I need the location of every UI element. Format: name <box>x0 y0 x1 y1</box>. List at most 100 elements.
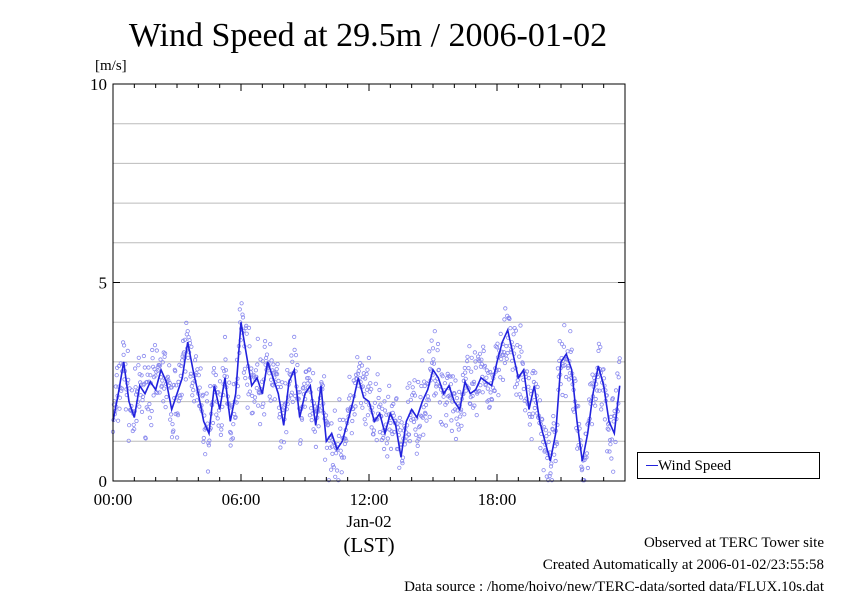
data-point <box>173 368 178 374</box>
data-point <box>471 381 476 386</box>
data-point <box>252 395 258 400</box>
data-point <box>520 361 526 366</box>
data-point <box>254 385 259 391</box>
data-point <box>464 358 470 364</box>
data-point <box>431 361 436 366</box>
data-point <box>389 429 394 434</box>
data-point <box>597 388 602 393</box>
data-point <box>502 317 507 322</box>
data-point <box>157 390 162 395</box>
data-point <box>201 439 206 444</box>
data-point <box>395 421 400 426</box>
data-point <box>244 323 249 328</box>
data-point <box>302 404 307 409</box>
data-point <box>171 382 176 388</box>
data-point <box>492 388 497 394</box>
data-point <box>184 320 189 325</box>
data-point <box>593 396 598 402</box>
data-point <box>206 443 211 448</box>
data-point <box>541 425 547 430</box>
data-point <box>381 435 386 441</box>
data-point <box>223 368 229 373</box>
data-point <box>515 342 520 348</box>
data-point <box>463 370 468 375</box>
data-point <box>114 373 119 378</box>
data-point <box>269 382 275 387</box>
data-point <box>596 348 601 353</box>
data-point <box>333 474 338 479</box>
data-point <box>432 329 437 334</box>
data-point <box>336 478 341 483</box>
data-point <box>589 422 595 427</box>
data-point <box>397 465 402 470</box>
data-point <box>469 369 474 374</box>
data-point <box>140 394 146 399</box>
data-point <box>176 379 181 384</box>
data-point <box>290 359 295 364</box>
data-point <box>147 415 152 420</box>
data-point <box>517 344 523 349</box>
data-point <box>281 440 287 445</box>
data-point <box>278 384 283 390</box>
data-point <box>388 420 393 425</box>
data-point <box>263 355 269 361</box>
data-point <box>528 414 533 419</box>
data-point <box>162 386 167 391</box>
data-point <box>601 367 606 372</box>
axis-ticks: 0 5 10 00:00 06:00 12:00 18:00 <box>90 75 625 509</box>
data-point <box>488 390 493 395</box>
data-point <box>420 415 425 420</box>
data-point <box>231 381 236 387</box>
data-point <box>274 366 279 372</box>
data-point <box>610 396 615 401</box>
data-point <box>440 422 445 427</box>
data-point <box>292 347 297 352</box>
data-point <box>233 414 238 420</box>
data-point <box>441 394 446 399</box>
data-point <box>391 401 396 407</box>
footer-site-note: Observed at TERC Tower site <box>643 535 824 551</box>
data-point <box>228 429 233 435</box>
data-point <box>330 451 335 456</box>
data-point <box>540 417 545 422</box>
data-point <box>377 387 382 393</box>
data-point <box>276 378 281 383</box>
data-point <box>336 433 341 438</box>
data-point <box>496 393 501 398</box>
data-point <box>375 372 380 377</box>
data-point <box>363 422 368 427</box>
data-point <box>362 417 367 422</box>
data-point <box>489 397 495 402</box>
data-point <box>177 393 182 398</box>
data-point <box>606 427 611 432</box>
data-point <box>521 386 526 392</box>
data-point <box>344 438 349 443</box>
data-point <box>479 357 484 362</box>
data-point <box>400 461 405 466</box>
data-point <box>246 325 252 330</box>
data-point <box>505 350 510 356</box>
data-point <box>250 410 255 415</box>
data-point <box>328 467 334 472</box>
data-point <box>467 344 472 349</box>
data-point <box>242 366 247 371</box>
data-point <box>189 344 194 349</box>
data-point <box>162 354 167 359</box>
data-point <box>589 381 594 386</box>
data-point <box>237 307 242 312</box>
data-point <box>443 423 448 428</box>
data-point <box>318 408 323 413</box>
data-point <box>609 456 614 461</box>
footer-created-note: Created Automatically at 2006-01-02/23:5… <box>542 557 824 573</box>
data-point <box>284 430 289 435</box>
data-point <box>416 379 421 385</box>
data-point <box>331 465 336 470</box>
data-point <box>562 362 567 368</box>
data-point <box>561 344 567 349</box>
data-point <box>200 392 205 397</box>
data-point <box>569 347 574 352</box>
data-point <box>407 381 412 386</box>
data-point <box>517 354 522 359</box>
data-point <box>573 378 578 383</box>
data-point <box>133 385 138 390</box>
